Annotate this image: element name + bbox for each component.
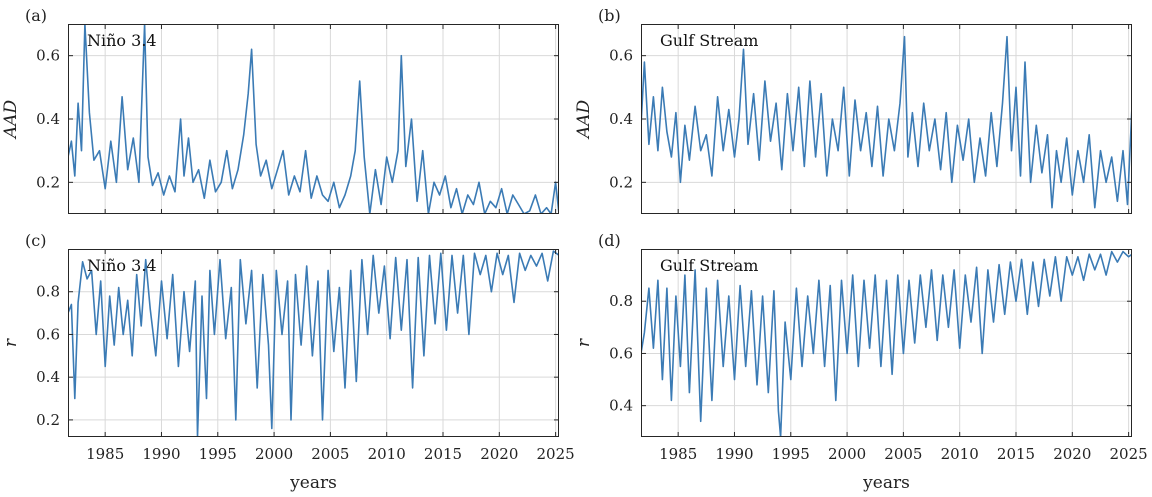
series-line (68, 250, 559, 437)
y-tick-label: 0.8 (36, 283, 60, 301)
x-tick-label: 1985 (86, 445, 124, 463)
y-axis-label: AAD (574, 100, 594, 141)
x-tick-label: 1995 (772, 445, 810, 463)
panel-letter: (c) (25, 231, 46, 250)
panel-d: 0.4 0.6 0.8 1985 1990 1995 2000 2005 2010 2015 202… (574, 231, 1148, 493)
x-tick-label: 2000 (828, 445, 866, 463)
x-tick-label: 2015 (997, 445, 1035, 463)
panel-annotation: Niño 3.4 (87, 256, 157, 275)
y-axis-label: r (1, 338, 21, 347)
x-tick-label: 1990 (142, 445, 180, 463)
series-line (68, 24, 559, 214)
panel-a: 0.2 0.4 0.6 AAD (a) Niño 3.4 (1, 6, 559, 214)
axes-frame (641, 249, 1132, 437)
y-axis-label: AAD (1, 100, 21, 141)
x-tick-label: 2020 (1053, 445, 1091, 463)
x-tick-label: 2025 (1110, 445, 1148, 463)
y-tick-label: 0.2 (36, 411, 60, 429)
panel-letter: (a) (25, 6, 47, 25)
y-tick-label: 0.4 (609, 110, 633, 128)
y-tick-label: 0.2 (36, 173, 60, 191)
x-tick-label: 2025 (537, 445, 575, 463)
series-line (641, 250, 1132, 437)
y-tick-label: 0.4 (36, 368, 60, 386)
panel-c: 0.2 0.4 0.6 0.8 1985 1990 1995 2000 2005 2010 2015… (1, 231, 575, 493)
panel-annotation: Gulf Stream (660, 31, 758, 50)
x-tick-label: 1990 (715, 445, 753, 463)
y-axis-label: r (574, 338, 594, 347)
x-tick-label: 1995 (199, 445, 237, 463)
x-tick-label: 2005 (311, 445, 349, 463)
y-tick-label: 0.2 (609, 173, 633, 191)
x-tick-label: 2020 (480, 445, 518, 463)
x-tick-label: 2000 (255, 445, 293, 463)
axes-frame (68, 249, 559, 437)
x-axis-label: years (289, 473, 337, 493)
y-tick-label: 0.6 (609, 344, 633, 362)
y-tick-label: 0.4 (36, 110, 60, 128)
panel-letter: (d) (598, 231, 621, 250)
x-tick-label: 2015 (424, 445, 462, 463)
panel-annotation: Niño 3.4 (87, 31, 157, 50)
series-line (641, 35, 1132, 209)
x-tick-label: 2010 (368, 445, 406, 463)
y-tick-label: 0.4 (609, 397, 633, 415)
panel-annotation: Gulf Stream (660, 256, 758, 275)
y-tick-label: 0.6 (36, 47, 60, 65)
panel-letter: (b) (598, 6, 621, 25)
x-tick-label: 1985 (659, 445, 697, 463)
x-tick-label: 2010 (941, 445, 979, 463)
y-tick-label: 0.6 (36, 325, 60, 343)
x-axis-label: years (862, 473, 910, 493)
panel-b: 0.2 0.4 0.6 AAD (b) Gulf Stream (574, 6, 1132, 214)
x-tick-label: 2005 (884, 445, 922, 463)
y-tick-label: 0.6 (609, 47, 633, 65)
y-tick-label: 0.8 (609, 292, 633, 310)
